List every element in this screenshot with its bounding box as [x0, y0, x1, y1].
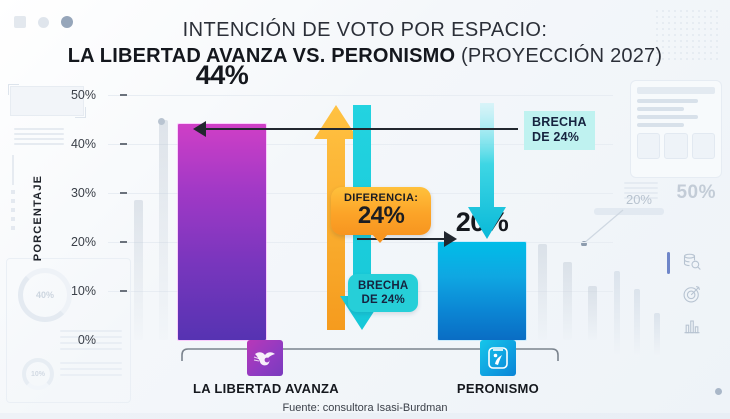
badge-diferencia-value: 24% — [357, 202, 405, 229]
decor-corner-dot — [715, 388, 722, 395]
y-tick-20: 20% — [71, 235, 127, 249]
y-tick-0: 0% — [77, 333, 96, 347]
database-search-icon — [683, 253, 701, 270]
pj-emblem-icon — [488, 347, 508, 369]
arrowhead-left-icon — [193, 121, 206, 137]
decor-ghost-dot — [158, 118, 165, 125]
decor-ghost-bars-right — [614, 237, 660, 357]
decor-dashboard-card — [630, 80, 722, 178]
category-bracket — [181, 348, 559, 361]
category-label-pj: PERONISMO — [456, 381, 540, 396]
decor-lines-left — [14, 128, 64, 148]
badge-brecha-top[interactable]: BRECHA DE 24% — [524, 111, 595, 150]
badge-brecha-top-line1: BRECHA — [532, 115, 587, 129]
badge-brecha-middle[interactable]: BRECHA DE 24% — [348, 274, 419, 313]
badge-brecha-middle-line1: BRECHA — [358, 280, 409, 292]
decor-pct-50: 50% — [676, 182, 716, 203]
y-axis-label: PORCENTAJE — [32, 174, 44, 261]
decor-lines-right — [624, 182, 658, 202]
leader-line-to-pj — [357, 238, 445, 240]
badge-tail — [371, 233, 389, 244]
y-tick-40: 40% — [71, 137, 127, 151]
bar-la-libertad-avanza[interactable] — [178, 124, 266, 340]
bar-peronismo[interactable] — [438, 242, 526, 340]
decor-accent-bar — [667, 252, 670, 274]
decor-vline-left — [12, 155, 14, 185]
decor-donut-40: 40% — [18, 268, 72, 322]
bottom-strip — [0, 413, 730, 419]
title-line-2-rest: (PROYECCIÓN 2027) — [455, 45, 663, 67]
logo-la-libertad-avanza — [247, 340, 283, 376]
gridline — [108, 95, 613, 96]
decor-ghost-bar — [159, 120, 168, 340]
decor-text-left-2 — [60, 362, 122, 380]
decor-ghost-bar — [588, 286, 597, 340]
badge-brecha-middle-line2: DE 24% — [361, 294, 405, 307]
decor-ghost-bar — [563, 262, 572, 340]
y-tick-10: 10% — [71, 284, 127, 298]
bar-value-lla: 44% — [195, 60, 249, 90]
logo-peronismo — [480, 340, 516, 376]
decor-pct-20: 20% — [625, 192, 652, 207]
title-line-2: LA LIBERTAD AVANZA VS. PERONISMO (PROYEC… — [0, 43, 730, 69]
source-note: Fuente: consultora Isasi-Burdman — [282, 402, 448, 414]
decor-dots-left — [11, 190, 15, 235]
decor-donut-10: 10% — [22, 358, 54, 390]
category-label-lla: LA LIBERTAD AVANZA — [193, 381, 339, 396]
badge-diferencia-title: DIFERENCIA: — [344, 192, 419, 204]
y-tick-30: 30% — [71, 186, 127, 200]
badge-brecha-top-line2: DE 24% — [532, 130, 580, 145]
badge-diferencia[interactable]: DIFERENCIA: 24% — [331, 187, 432, 244]
y-tick-50: 50% — [71, 88, 127, 102]
page-title: INTENCIÓN DE VOTO POR ESPACIO: LA LIBERT… — [0, 18, 730, 69]
arrowhead-right-icon — [444, 231, 457, 247]
bar-chart-icon — [684, 320, 700, 334]
lla-eagle-icon — [253, 352, 275, 366]
title-line-1: INTENCIÓN DE VOTO POR ESPACIO: — [182, 19, 548, 41]
leader-line-to-lla — [205, 128, 518, 130]
decor-icon-strip — [682, 252, 702, 336]
title-line-2-bold: LA LIBERTAD AVANZA VS. PERONISMO — [67, 45, 456, 67]
decor-ghost-bar — [134, 200, 143, 340]
decor-ghost-bar — [538, 244, 547, 340]
chart-plot-area: 50% 40% 30% 20% 10% 0% PORCENTAJE 44% 20… — [32, 60, 613, 347]
target-icon — [683, 285, 701, 303]
cyan-gradient-arrow-icon — [468, 103, 506, 239]
